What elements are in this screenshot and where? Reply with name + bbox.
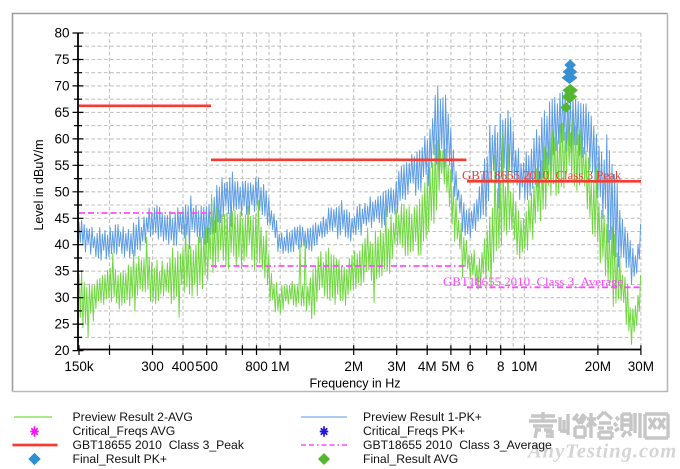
svg-text:Preview Result 1-PK+: Preview Result 1-PK+ [363,410,482,424]
svg-text:60: 60 [54,131,69,146]
svg-text:GBT18655 2010 Class 3_Peak: GBT18655 2010 Class 3_Peak [73,438,245,452]
svg-text:GBT18655 2010 Class 3 Peak: GBT18655 2010 Class 3 Peak [462,169,622,183]
svg-text:75: 75 [54,52,69,67]
svg-text:30: 30 [54,290,69,305]
svg-text:500: 500 [195,359,218,374]
svg-text:Frequency in Hz: Frequency in Hz [309,377,400,391]
svg-text:40: 40 [54,237,69,252]
svg-text:65: 65 [54,105,69,120]
svg-text:Critical_Freqs PK+: Critical_Freqs PK+ [363,424,465,438]
svg-text:GBT18655 2010 Class 3_Average: GBT18655 2010 Class 3_Average [443,275,623,289]
svg-text:35: 35 [54,264,69,279]
svg-text:50: 50 [54,184,69,199]
svg-text:20M: 20M [585,359,611,374]
svg-text:3M: 3M [387,359,406,374]
svg-text:10M: 10M [511,359,537,374]
svg-text:400: 400 [172,359,195,374]
svg-text:Final_Result AVG: Final_Result AVG [363,452,458,466]
svg-text:5M: 5M [442,359,461,374]
svg-text:55: 55 [54,158,69,173]
svg-text:6: 6 [466,359,474,374]
svg-text:AnyTesting.com: AnyTesting.com [526,441,677,463]
svg-text:1M: 1M [271,359,290,374]
svg-text:Final_Result PK+: Final_Result PK+ [73,452,168,466]
svg-text:25: 25 [54,317,69,332]
svg-text:300: 300 [141,359,164,374]
svg-text:30M: 30M [628,359,654,374]
svg-text:70: 70 [54,78,69,93]
svg-text:20: 20 [54,343,69,358]
svg-text:150k: 150k [64,359,94,374]
svg-text:8: 8 [497,359,505,374]
svg-text:800: 800 [245,359,268,374]
svg-text:4M: 4M [418,359,437,374]
svg-text:2M: 2M [344,359,363,374]
svg-text:45: 45 [54,211,69,226]
svg-text:GBT18655 2010 Class 3_Average: GBT18655 2010 Class 3_Average [363,438,552,452]
svg-text:Critical_Freqs AVG: Critical_Freqs AVG [73,424,176,438]
svg-text:Level in dBuV/m: Level in dBuV/m [32,139,46,230]
svg-text:Preview Result 2-AVG: Preview Result 2-AVG [73,410,193,424]
svg-text:80: 80 [54,26,69,41]
